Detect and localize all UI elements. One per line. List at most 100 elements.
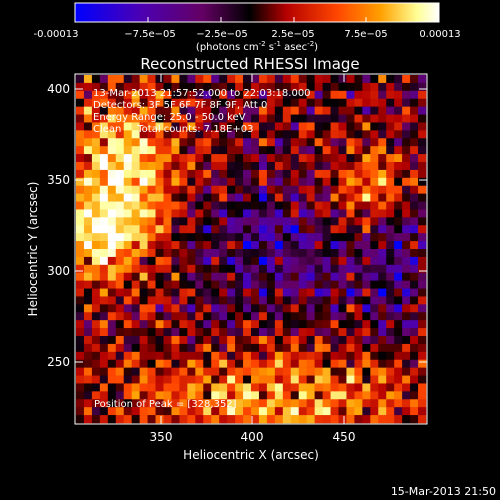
image-pixel <box>418 320 427 329</box>
image-pixel <box>99 328 109 337</box>
image-pixel <box>338 154 347 163</box>
image-pixel <box>179 185 188 194</box>
image-pixel <box>266 249 276 258</box>
image-pixel <box>187 201 196 210</box>
image-pixel <box>274 272 284 281</box>
image-pixel <box>91 288 101 297</box>
image-pixel <box>115 138 125 147</box>
image-pixel <box>394 154 403 163</box>
image-pixel <box>258 359 268 368</box>
image-pixel <box>83 75 93 84</box>
image-pixel <box>394 162 403 171</box>
image-pixel <box>362 130 371 139</box>
image-pixel <box>76 241 85 250</box>
image-pixel <box>394 312 403 321</box>
image-pixel <box>195 375 204 384</box>
image-pixel <box>211 336 220 345</box>
image-pixel <box>139 351 148 361</box>
image-pixel <box>251 391 260 400</box>
image-pixel <box>266 75 276 84</box>
image-pixel <box>227 296 236 305</box>
image-pixel <box>147 75 156 84</box>
image-pixel <box>83 288 93 297</box>
image-pixel <box>338 391 347 400</box>
image-pixel <box>179 249 188 258</box>
image-pixel <box>155 185 164 194</box>
image-pixel <box>195 359 204 368</box>
image-pixel <box>251 320 260 329</box>
image-pixel <box>370 233 379 242</box>
image-pixel <box>378 351 387 361</box>
image-pixel <box>251 415 260 424</box>
image-pixel <box>346 233 355 242</box>
image-pixel <box>251 114 260 123</box>
image-pixel <box>235 177 244 187</box>
image-pixel <box>195 209 204 218</box>
image-pixel <box>211 320 220 329</box>
image-pixel <box>266 328 276 337</box>
image-pixel <box>330 146 339 155</box>
image-pixel <box>187 343 196 353</box>
image-pixel <box>258 193 268 202</box>
image-pixel <box>115 272 125 281</box>
image-pixel <box>298 399 307 408</box>
image-pixel <box>99 351 109 361</box>
image-pixel <box>163 272 172 281</box>
image-pixel <box>330 351 339 361</box>
image-pixel <box>91 249 101 258</box>
image-pixel <box>290 264 300 274</box>
image-pixel <box>107 336 117 345</box>
image-pixel <box>322 114 331 123</box>
image-pixel <box>298 359 307 368</box>
image-pixel <box>99 146 109 155</box>
image-pixel <box>354 75 363 84</box>
image-pixel <box>394 415 403 424</box>
image-pixel <box>171 312 180 321</box>
image-pixel <box>298 169 307 179</box>
image-pixel <box>251 90 260 100</box>
image-pixel <box>394 343 403 353</box>
image-pixel <box>195 98 204 107</box>
image-pixel <box>139 225 148 234</box>
image-pixel <box>362 241 371 250</box>
image-pixel <box>211 351 220 361</box>
image-pixel <box>219 201 228 210</box>
image-pixel <box>123 185 132 194</box>
image-pixel <box>378 225 387 234</box>
image-pixel <box>211 114 220 123</box>
image-pixel <box>171 154 180 163</box>
image-pixel <box>306 185 315 194</box>
image-pixel <box>171 296 180 305</box>
image-pixel <box>410 162 419 171</box>
image-pixel <box>402 225 411 234</box>
image-pixel <box>386 169 395 179</box>
image-pixel <box>243 177 252 187</box>
image-pixel <box>139 106 148 115</box>
image-pixel <box>410 241 419 250</box>
image-pixel <box>362 375 371 384</box>
image-pixel <box>99 296 109 305</box>
image-pixel <box>290 280 300 289</box>
image-pixel <box>330 225 339 234</box>
image-pixel <box>163 312 172 321</box>
image-pixel <box>402 288 411 297</box>
image-pixel <box>402 201 411 210</box>
image-pixel <box>258 407 268 416</box>
image-pixel <box>155 328 164 337</box>
image-pixel <box>386 399 395 408</box>
image-pixel <box>290 359 300 368</box>
image-pixel <box>306 264 315 274</box>
image-pixel <box>187 98 196 107</box>
image-pixel <box>235 328 244 337</box>
image-pixel <box>99 375 109 384</box>
image-pixel <box>115 280 125 289</box>
image-pixel <box>227 169 236 179</box>
image-pixel <box>76 106 85 115</box>
image-pixel <box>243 415 252 424</box>
image-pixel <box>322 106 331 115</box>
image-pixel <box>370 272 379 281</box>
image-pixel <box>219 225 228 234</box>
image-pixel <box>211 185 220 194</box>
y-tick-label: 250 <box>47 355 70 369</box>
image-pixel <box>163 169 172 179</box>
